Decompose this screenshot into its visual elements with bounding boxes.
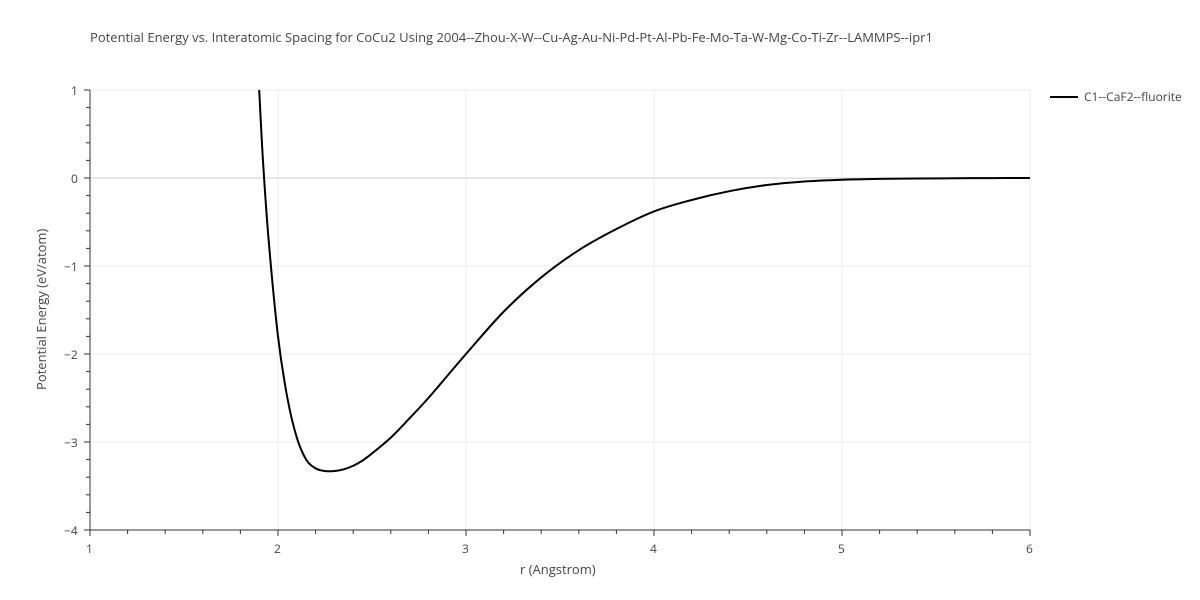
y-tick-label: 1 [71,82,78,99]
axes [90,90,1030,530]
y-tick-label: 0 [71,170,78,187]
x-tick-label: 6 [1026,540,1033,557]
series-line[interactable] [259,90,1030,471]
chart-container: { "chart": { "type": "line", "title": "P… [0,0,1200,600]
plot-area[interactable] [0,0,1200,600]
gridlines [90,90,1030,530]
tick-marks [84,90,1030,536]
series-lines [259,90,1030,471]
x-tick-label: 1 [86,540,93,557]
x-tick-label: 4 [650,540,657,557]
y-tick-label: −4 [64,522,78,539]
x-tick-label: 2 [274,540,281,557]
x-tick-label: 3 [462,540,469,557]
y-tick-label: −1 [64,258,78,275]
x-tick-label: 5 [838,540,845,557]
y-tick-label: −3 [64,434,78,451]
y-tick-label: −2 [64,346,78,363]
